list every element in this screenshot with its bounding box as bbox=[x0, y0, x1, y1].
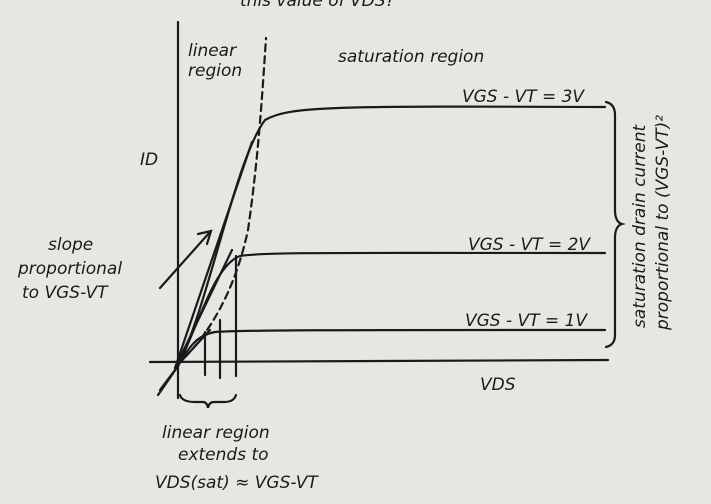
saturation-boundary bbox=[174, 36, 268, 368]
saturation-note: saturation drain current bbox=[630, 123, 650, 328]
curve-label: VGS - VT = 1V bbox=[465, 311, 588, 331]
linear-note: linear region bbox=[162, 423, 270, 443]
header-text: this value of VDS? bbox=[240, 0, 395, 11]
linear-region-label: region bbox=[188, 61, 242, 81]
saturation-region-label: saturation region bbox=[338, 47, 484, 67]
slope-note: proportional bbox=[17, 259, 122, 279]
linear-note: VDS(sat) ≈ VGS-VT bbox=[155, 473, 319, 493]
slope-arrow-head bbox=[196, 229, 213, 246]
linear-region-label: linear bbox=[188, 41, 237, 61]
curve-1v bbox=[156, 328, 607, 397]
slope-note: to VGS-VT bbox=[22, 283, 109, 303]
curve-label: VGS - VT = 3V bbox=[462, 87, 585, 107]
slope-note: slope bbox=[48, 235, 93, 255]
linear-brace bbox=[178, 393, 238, 409]
curve-label: VGS - VT = 2V bbox=[468, 235, 591, 255]
saturation-note: proportional to (VGS-VT)² bbox=[653, 115, 673, 331]
linear-note: extends to bbox=[178, 445, 269, 465]
x-axis-label: VDS bbox=[480, 375, 516, 395]
slope-arrow bbox=[158, 230, 212, 290]
y-axis-label: ID bbox=[140, 150, 158, 170]
slope-line bbox=[173, 248, 234, 370]
curve-3v bbox=[158, 105, 607, 392]
slope-line bbox=[173, 140, 254, 370]
saturation-brace bbox=[604, 100, 626, 349]
x-axis bbox=[148, 358, 610, 364]
